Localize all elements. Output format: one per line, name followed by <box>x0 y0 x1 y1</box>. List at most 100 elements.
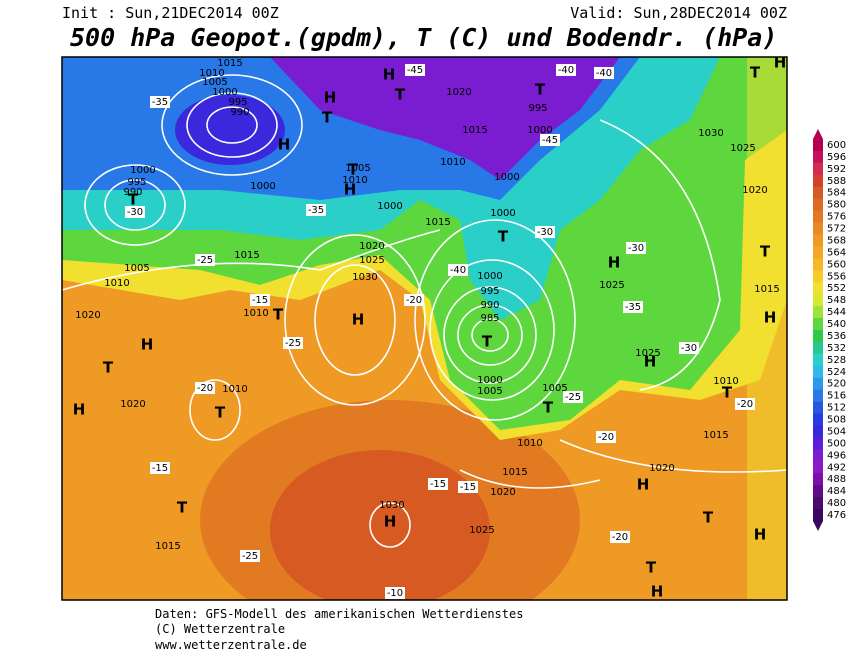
colorbar-swatch <box>813 186 823 200</box>
isobar-label: 1020 <box>649 463 674 474</box>
pressure-center: T <box>535 81 546 99</box>
colorbar-label: 524 <box>827 367 846 378</box>
isobar-label: 1010 <box>713 376 738 387</box>
isobar-label: 1015 <box>703 430 728 441</box>
colorbar-label: 548 <box>827 295 846 306</box>
colorbar-swatch <box>813 246 823 259</box>
colorbar-swatch <box>813 437 823 450</box>
pressure-center: H <box>383 66 396 84</box>
temp-label-box <box>448 264 468 276</box>
isobars <box>62 74 787 548</box>
colorbar-swatch <box>813 270 823 283</box>
temp-label-box <box>150 96 170 108</box>
temp-label-box <box>563 391 583 403</box>
colorbar-label: 520 <box>827 379 846 390</box>
pressure-center: H <box>278 136 291 154</box>
colorbar-label: 552 <box>827 283 846 294</box>
temp-label-box <box>405 64 425 76</box>
isobar-label: 1020 <box>75 310 100 321</box>
temperature-label: -35 <box>152 97 168 108</box>
isobar-label: 1020 <box>359 241 384 252</box>
isobar-label: 1005 <box>345 163 370 174</box>
colorbar-bottom-arrow <box>813 520 823 531</box>
temperature-label: -40 <box>450 265 466 276</box>
isobar-label: 985 <box>480 313 499 324</box>
colorbar-swatch <box>813 234 823 247</box>
isobar-label: 1000 <box>377 201 402 212</box>
isobar-label: 1015 <box>462 125 487 136</box>
isobar-label: 1025 <box>599 280 624 291</box>
temperature-label: -20 <box>737 399 753 410</box>
pressure-center: H <box>344 181 357 199</box>
temp-label-box <box>458 481 478 493</box>
colorbar-swatch <box>813 258 823 271</box>
isobar-label: 1005 <box>542 383 567 394</box>
colorbar-swatch <box>813 377 823 391</box>
pressure-center: T <box>103 359 114 377</box>
isobar-label: 1010 <box>243 308 268 319</box>
colorbar-swatch <box>813 150 823 164</box>
pressure-center: T <box>482 333 493 351</box>
pressure-center: H <box>73 401 86 419</box>
colorbar-swatch <box>813 365 823 379</box>
isobar-label: 1010 <box>199 68 224 79</box>
colorbar-label: 576 <box>827 212 846 223</box>
temp-label-box <box>594 67 614 79</box>
field-east <box>747 57 787 600</box>
colorbar-swatch <box>813 330 823 343</box>
isobar-label: 1000 <box>494 172 519 183</box>
pressure-center: H <box>754 526 767 544</box>
colorbar-label: 572 <box>827 224 846 235</box>
temperature-label: -40 <box>558 65 574 76</box>
isobar-label: 1015 <box>234 250 259 261</box>
valid-time: Valid: Sun,28DEC2014 00Z <box>570 4 787 22</box>
temp-label-box <box>195 254 215 266</box>
isobar-label: 1010 <box>342 175 367 186</box>
temperature-label: -40 <box>596 68 612 79</box>
isobar-label: 1030 <box>698 128 723 139</box>
temperature-label: -15 <box>430 479 446 490</box>
isobar-label: 1005 <box>124 263 149 274</box>
isobar-label: 1025 <box>635 348 660 359</box>
isobar-label: 990 <box>123 187 142 198</box>
isobar-label: 1000 <box>477 271 502 282</box>
pressure-center: T <box>498 228 509 246</box>
pressure-center: H <box>352 311 365 329</box>
temp-label-box <box>306 204 326 216</box>
colorbar-label: 588 <box>827 176 846 187</box>
temperature-label: -45 <box>407 65 423 76</box>
temperature-label: -30 <box>127 207 143 218</box>
temperature-label: -15 <box>252 295 268 306</box>
colorbar-label: 584 <box>827 188 846 199</box>
colorbar-label: 488 <box>827 474 846 485</box>
temperature-label: -15 <box>152 463 168 474</box>
colorbar-swatch <box>813 413 823 426</box>
colorbar-label: 516 <box>827 391 846 402</box>
temperature-label: -20 <box>598 432 614 443</box>
temperature-label: -15 <box>460 482 476 493</box>
isobar-label: 1000 <box>250 181 275 192</box>
colorbar-swatch <box>813 341 823 355</box>
colorbar-label: 536 <box>827 331 846 342</box>
temperature-label: -45 <box>542 135 558 146</box>
pressure-center: T <box>395 86 406 104</box>
colorbar-label: 564 <box>827 247 846 258</box>
isobar-label: 1015 <box>217 58 242 69</box>
colorbar-label: 568 <box>827 235 846 246</box>
temperature-label: -25 <box>197 255 213 266</box>
map-field <box>62 57 787 600</box>
colorbar-label: 596 <box>827 152 846 163</box>
temperature-label: -30 <box>681 343 697 354</box>
temperature-label: -25 <box>285 338 301 349</box>
pressure-center: T <box>273 306 284 324</box>
colorbar-swatch <box>813 401 823 415</box>
colorbar-swatch <box>813 473 823 486</box>
isobar-label: 1015 <box>155 541 180 552</box>
isobar-label: 995 <box>127 177 146 188</box>
colorbar-label: 492 <box>827 462 846 473</box>
pressure-center: T <box>646 559 657 577</box>
temp-label-box <box>556 64 576 76</box>
isobar-label: 1020 <box>742 185 767 196</box>
temp-label-box <box>623 301 643 313</box>
